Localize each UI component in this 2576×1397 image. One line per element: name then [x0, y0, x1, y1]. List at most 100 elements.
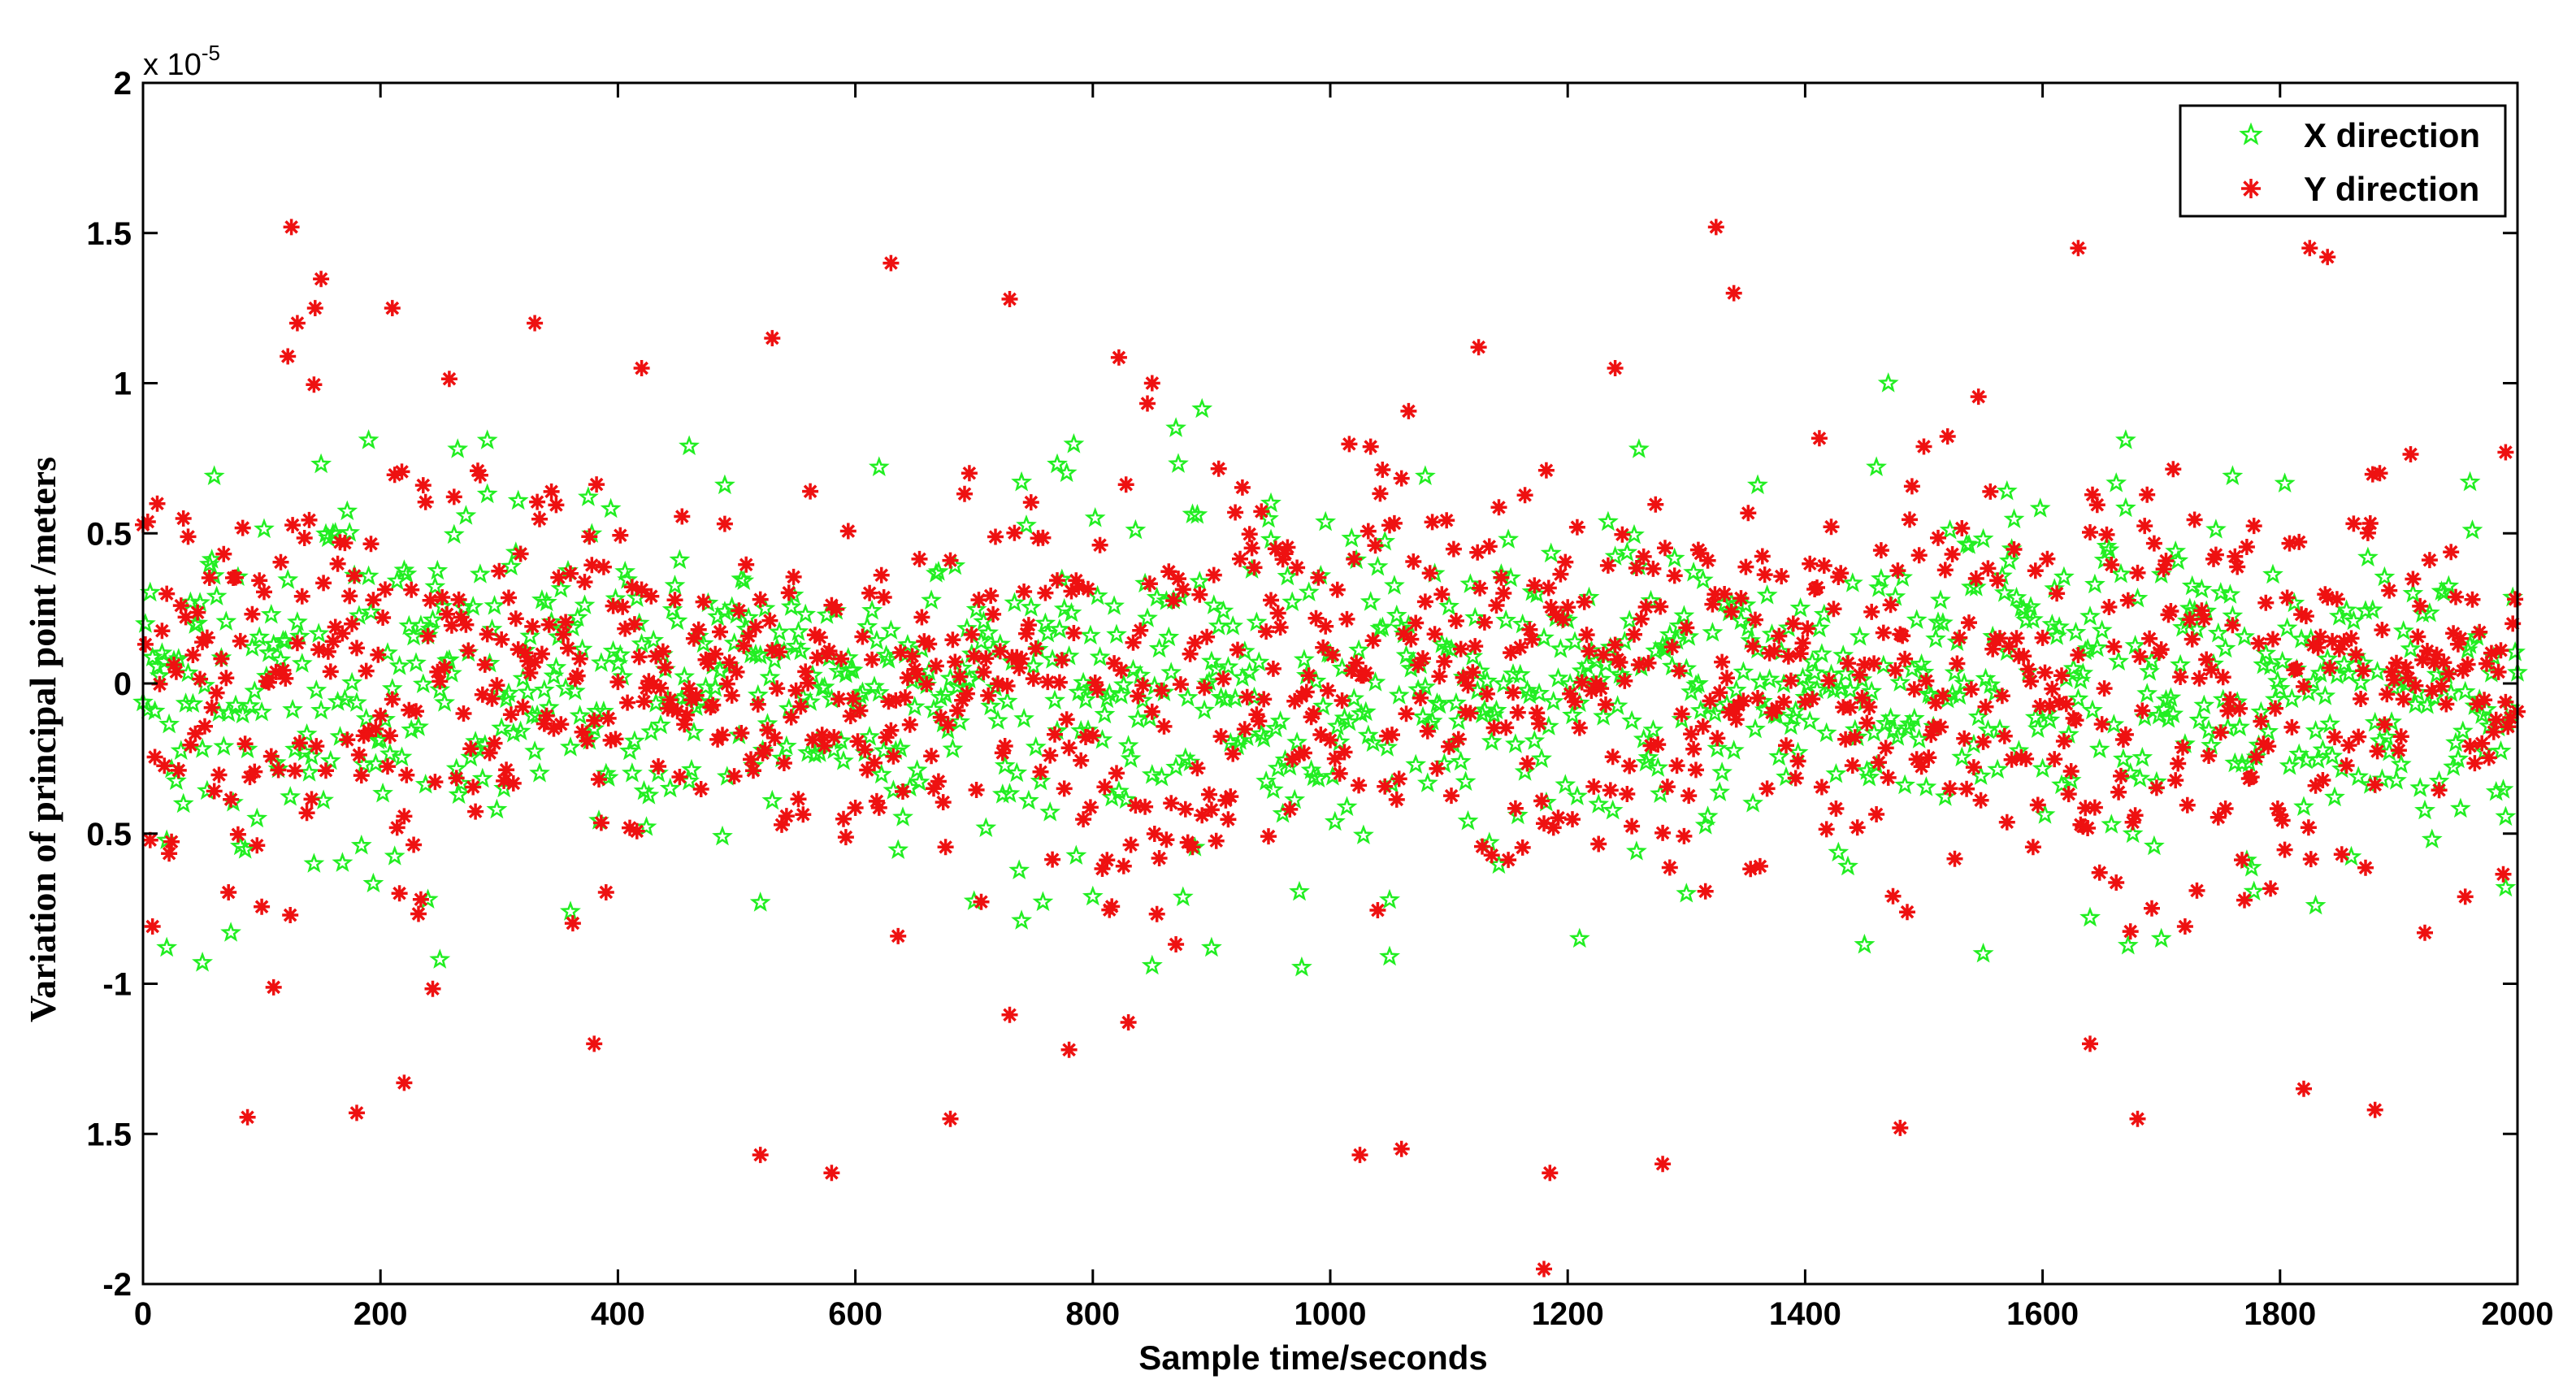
- data-point: [1920, 749, 1937, 766]
- data-point: [1063, 583, 1080, 600]
- data-point: [1787, 770, 1804, 787]
- data-point: [1044, 851, 1061, 868]
- data-point: [1255, 770, 1277, 791]
- data-point: [1232, 550, 1248, 567]
- data-point: [847, 800, 864, 816]
- data-point: [2397, 659, 2414, 676]
- data-point: [2039, 709, 2061, 730]
- data-point: [1053, 652, 1070, 669]
- data-point-extreme: [1060, 1041, 1078, 1058]
- data-point: [2098, 539, 2120, 559]
- data-point: [828, 601, 845, 618]
- data-point: [1310, 569, 1327, 586]
- data-point: [1500, 852, 1517, 869]
- data-point: [277, 569, 299, 589]
- data-point: [403, 625, 424, 646]
- data-point: [1441, 738, 1458, 755]
- data-point: [434, 692, 456, 712]
- data-point: [405, 652, 427, 672]
- data-point: [201, 570, 218, 586]
- data-point: [1923, 727, 1940, 744]
- data-point-extreme: [288, 315, 306, 332]
- data-point: [2312, 628, 2329, 645]
- data-point: [2084, 573, 2105, 594]
- data-point: [707, 645, 724, 662]
- data-point: [1115, 857, 1132, 874]
- data-point: [771, 644, 788, 661]
- data-point: [899, 670, 916, 686]
- data-point: [1564, 811, 1581, 828]
- data-point: [1637, 746, 1659, 767]
- data-point-extreme: [764, 330, 781, 347]
- data-point: [1858, 766, 1880, 787]
- data-point: [811, 629, 828, 646]
- legend-label-x-direction: X direction: [2304, 116, 2480, 154]
- data-point-extreme: [942, 1110, 959, 1127]
- data-point: [443, 617, 460, 634]
- data-point: [956, 485, 973, 502]
- data-point: [2027, 718, 2049, 738]
- data-point: [1405, 553, 1422, 570]
- data-point: [837, 829, 854, 846]
- data-point: [1372, 485, 1389, 502]
- data-point: [2319, 589, 2336, 606]
- data-point: [412, 891, 429, 908]
- data-point: [348, 605, 370, 625]
- data-point: [1125, 518, 1147, 540]
- data-point: [282, 907, 299, 923]
- data-point: [1089, 646, 1111, 666]
- data-point: [1547, 667, 1569, 688]
- data-point: [2438, 575, 2460, 596]
- data-point: [329, 555, 346, 572]
- data-point: [1709, 730, 1726, 747]
- data-point: [360, 601, 382, 622]
- data-point: [293, 588, 310, 605]
- data-point: [1599, 557, 1616, 574]
- data-point: [1025, 736, 1047, 757]
- data-point: [2079, 820, 2097, 836]
- data-point: [2188, 709, 2210, 730]
- data-point: [1158, 626, 1180, 647]
- data-point: [1034, 612, 1056, 633]
- data-point: [1032, 763, 1049, 780]
- data-point: [1683, 726, 1700, 743]
- data-point: [267, 663, 284, 680]
- data-point: [1737, 558, 1754, 575]
- data-point: [2110, 783, 2127, 800]
- data-point: [738, 556, 755, 573]
- data-point: [1199, 628, 1216, 645]
- data-point: [2333, 846, 2350, 863]
- data-point: [2305, 720, 2327, 740]
- data-point: [2379, 686, 2396, 703]
- data-point: [213, 650, 230, 667]
- data-point: [1236, 721, 1253, 738]
- data-point: [1709, 781, 1731, 801]
- data-point-extreme: [1470, 339, 1487, 356]
- data-point: [462, 596, 484, 616]
- data-point: [930, 773, 947, 790]
- data-point-extreme: [310, 453, 332, 474]
- data-point: [2350, 671, 2372, 692]
- data-point: [1951, 746, 1973, 767]
- data-point: [215, 545, 232, 562]
- data-point: [1367, 556, 1389, 576]
- data-point: [1668, 757, 1685, 774]
- data-point: [583, 557, 601, 574]
- data-point: [2110, 562, 2131, 584]
- data-point: [432, 673, 449, 690]
- data-point: [1637, 598, 1654, 615]
- data-point: [501, 555, 522, 576]
- data-point: [1754, 548, 1771, 565]
- data-point: [797, 663, 814, 680]
- data-point: [1089, 681, 1106, 698]
- data-point: [166, 770, 187, 791]
- data-point: [460, 642, 477, 659]
- data-point: [1141, 764, 1163, 784]
- data-point: [379, 743, 401, 763]
- data-point: [1476, 614, 1493, 631]
- data-point: [2369, 730, 2391, 750]
- data-point: [1367, 537, 1384, 554]
- data-point: [1163, 795, 1180, 812]
- data-point: [1115, 788, 1137, 809]
- data-point: [1802, 555, 1819, 572]
